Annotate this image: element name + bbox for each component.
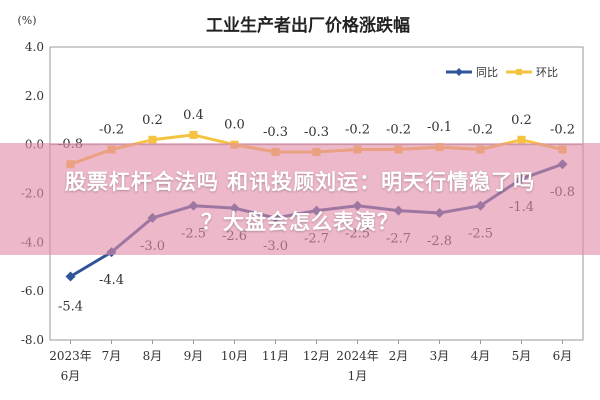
x-tick-label: 11月: [262, 349, 289, 363]
banner-headline-line1: 股票杠杆合法吗 和讯投顾刘运：明天行情稳了吗: [64, 170, 536, 194]
data-label-mom: 0.2: [511, 113, 532, 128]
y-tick-label: -8.0: [21, 333, 44, 347]
x-tick-label-second-line: 1月: [348, 369, 368, 383]
data-label-mom: -0.2: [99, 123, 124, 138]
banner-headline-line2: ？大盘会怎么表演？: [201, 210, 399, 234]
data-label-mom: -0.2: [468, 123, 493, 138]
data-label-mom: -0.3: [304, 125, 329, 140]
x-tick-label: 3月: [430, 349, 450, 363]
x-tick-label: 6月: [553, 349, 573, 363]
data-label-mom: -0.1: [427, 120, 452, 135]
chart-legend: 同比 环比: [446, 66, 558, 79]
data-label-mom: -0.2: [345, 123, 370, 138]
x-tick-label: 2023年: [49, 349, 92, 363]
chart-title: 工业生产者出厂价格涨跌幅: [206, 15, 410, 36]
x-tick-label: 4月: [471, 349, 491, 363]
x-tick-label: 8月: [143, 349, 163, 363]
x-tick-label: 5月: [512, 349, 532, 363]
x-tick-label: 10月: [221, 349, 248, 363]
data-label-mom: 0.2: [142, 113, 163, 128]
legend-marker-mom: [516, 69, 522, 75]
x-tick-label: 2月: [389, 349, 409, 363]
x-tick-label-second-line: 6月: [61, 369, 81, 383]
data-point-yoy: [65, 271, 76, 282]
data-label-mom: 0.0: [224, 118, 245, 133]
data-label-yoy: -5.4: [58, 300, 83, 315]
data-label-yoy: -4.4: [99, 273, 124, 288]
data-label-mom: -0.2: [386, 123, 411, 138]
legend-label-yoy: 同比: [476, 66, 498, 79]
data-label-mom: -0.3: [263, 125, 288, 140]
data-point-mom: [148, 135, 157, 144]
data-label-mom: 0.4: [183, 108, 204, 123]
y-tick-label: 2.0: [25, 89, 44, 103]
overlay-banner: [0, 143, 600, 255]
y-tick-label: -6.0: [21, 284, 44, 298]
data-point-mom: [517, 135, 526, 144]
data-point-mom: [189, 130, 198, 139]
x-tick-label: 2024年: [336, 349, 379, 363]
x-tick-label: 7月: [102, 349, 122, 363]
y-unit-label: (%): [17, 14, 36, 27]
legend-marker-yoy: [455, 68, 463, 76]
x-tick-label: 12月: [303, 349, 330, 363]
y-tick-label: 4.0: [25, 40, 44, 54]
data-label-mom: -0.2: [550, 123, 575, 138]
legend-label-mom: 环比: [536, 66, 558, 79]
x-tick-label: 9月: [184, 349, 204, 363]
